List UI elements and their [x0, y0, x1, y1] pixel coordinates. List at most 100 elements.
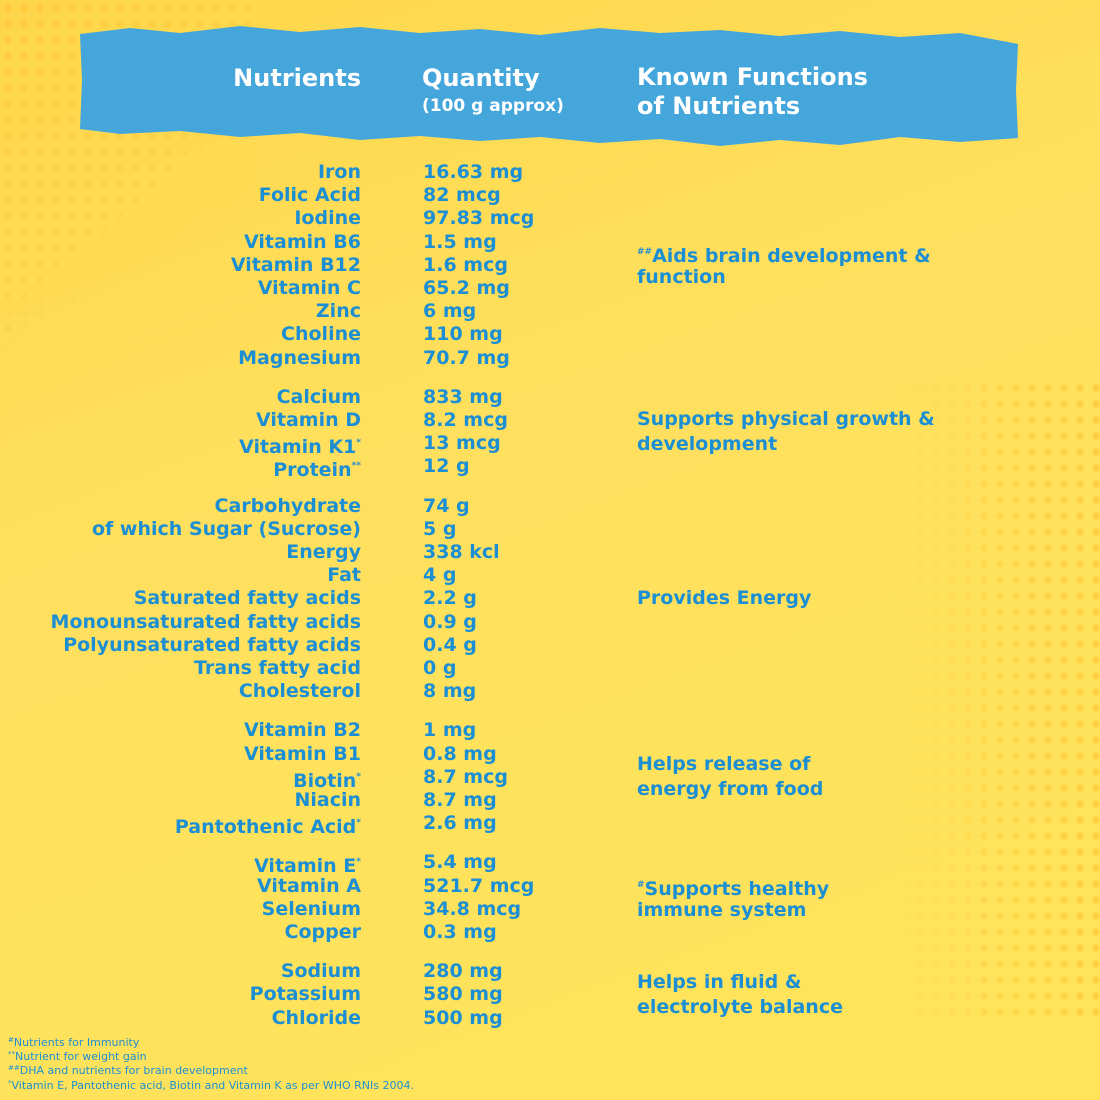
function-text: immune system — [637, 898, 806, 922]
function-line: Provides Energy — [637, 587, 812, 610]
footnote-mark: # — [8, 1036, 14, 1044]
function-line: energy from food — [637, 778, 824, 801]
dot-pattern — [880, 380, 1100, 1020]
nutrient-quantity: 110 mg — [423, 323, 503, 346]
nutrient-quantity: 1 mg — [423, 719, 477, 742]
nutrient-name-text: Biotin — [293, 769, 357, 792]
nutrient-quantity: 0.9 g — [423, 610, 477, 633]
nutrient-name: Vitamin B12 — [0, 253, 361, 277]
nutrient-name-text: Vitamin A — [257, 874, 361, 897]
function-text: function — [637, 265, 726, 289]
nutrient-name: Vitamin K1* — [0, 431, 361, 459]
nutrient-name: Calcium — [0, 385, 361, 409]
nutrient-name: Copper — [0, 920, 361, 944]
nutrient-name: Cholesterol — [0, 679, 361, 703]
nutrient-name-text: Sodium — [280, 960, 361, 983]
nutrient-name-text: Vitamin B2 — [244, 719, 361, 742]
nutrient-name-text: Potassium — [249, 983, 361, 1006]
nutrient-name: Pantothenic Acid* — [0, 811, 361, 839]
nutrient-name-text: Vitamin K1 — [239, 436, 357, 459]
nutrient-name-text: Vitamin B6 — [244, 230, 361, 253]
nutrient-name: Vitamin C — [0, 276, 361, 300]
footnote: ##DHA and nutrients for brain developmen… — [8, 1064, 248, 1077]
function-line: immune system — [637, 898, 807, 921]
nutrient-quantity: 5 g — [423, 517, 457, 540]
footnote-text: Vitamin E, Pantothenic acid, Biotin and … — [11, 1078, 415, 1092]
function-text: Helps in fluid & — [637, 970, 801, 994]
nutrient-name-text: Choline — [281, 323, 361, 346]
nutrient-name: Iron — [0, 160, 361, 184]
footnote-mark: ** — [8, 1050, 15, 1059]
footnote-text: Nutrients for Immunity — [13, 1036, 140, 1049]
function-text: development — [637, 432, 777, 456]
nutrient-quantity: 74 g — [423, 494, 470, 517]
function-text: energy from food — [637, 777, 823, 801]
nutrient-mark: * — [356, 771, 361, 782]
header-quantity: Quantity — [422, 64, 540, 92]
nutrient-name-text: Copper — [284, 921, 361, 943]
nutrient-name-text: Pantothenic Acid — [174, 816, 357, 839]
nutrient-name-text: Vitamin D — [255, 409, 361, 431]
function-line: Helps in fluid & — [637, 970, 802, 993]
nutrient-name: Zinc — [0, 299, 361, 323]
nutrient-quantity: 0.4 g — [423, 633, 477, 656]
nutrient-name-text: Iodine — [294, 207, 361, 230]
nutrient-quantity: 6 mg — [423, 300, 477, 323]
function-text: Helps release of — [637, 752, 810, 776]
nutrient-name-text: Niacin — [294, 789, 361, 811]
nutrient-name: Trans fatty acid — [0, 656, 361, 680]
nutrient-name: Chloride — [0, 1006, 361, 1030]
nutrient-name: Energy — [0, 540, 361, 564]
nutrient-name: Vitamin E* — [0, 850, 361, 878]
nutrient-name: Fat — [0, 563, 361, 587]
nutrient-name: of which Sugar (Sucrose) — [0, 517, 361, 541]
nutrient-name-text: Vitamin C — [257, 277, 361, 299]
nutrient-quantity: 16.63 mg — [423, 161, 524, 183]
function-line: Supports physical growth & — [637, 408, 935, 431]
nutrient-quantity: 580 mg — [423, 983, 503, 1006]
nutrient-name-text: Energy — [286, 541, 361, 563]
nutrient-quantity: 1.5 mg — [423, 230, 497, 253]
nutrient-name: Biotin* — [0, 765, 361, 793]
nutrient-quantity: 13 mcg — [423, 432, 501, 455]
function-mark: ## — [637, 247, 653, 258]
footnote-text: Nutrient for weight gain — [15, 1050, 147, 1064]
nutrient-name: Carbohydrate — [0, 494, 361, 518]
nutrient-quantity: 521.7 mcg — [423, 874, 535, 897]
nutrient-mark: * — [356, 818, 361, 829]
nutrient-quantity: 0 g — [423, 657, 457, 679]
nutrient-name: Vitamin B1 — [0, 742, 361, 766]
function-text: Provides Energy — [637, 586, 811, 610]
nutrient-name: Potassium — [0, 982, 361, 1006]
nutrient-quantity: 2.6 mg — [423, 812, 497, 835]
nutrient-quantity: 8 mg — [423, 680, 477, 703]
footnote-text: DHA and nutrients for brain development — [19, 1064, 248, 1078]
nutrient-name: Vitamin B2 — [0, 718, 361, 742]
nutrient-name: Iodine — [0, 206, 361, 230]
function-text: ##Aids brain development & — [637, 240, 931, 268]
header-band — [80, 26, 1018, 146]
nutrient-name-text: Calcium — [276, 385, 361, 408]
nutrient-name-text: Iron — [317, 161, 361, 183]
nutrient-quantity: 1.6 mcg — [423, 253, 508, 276]
nutrient-quantity: 2.2 g — [423, 587, 477, 610]
nutrient-name: Protein** — [0, 454, 361, 482]
nutrient-name: Niacin — [0, 788, 361, 812]
function-line: Helps release of — [637, 753, 811, 776]
nutrient-name: Polyunsaturated fatty acids — [0, 633, 361, 657]
nutrient-name: Vitamin D — [0, 408, 361, 432]
header-functions: of Nutrients — [637, 92, 801, 120]
function-text: electrolyte balance — [637, 995, 843, 1019]
footnote: **Nutrient for weight gain — [8, 1050, 147, 1063]
nutrient-quantity: 833 mg — [423, 385, 503, 408]
function-line: Supports healthy — [644, 877, 830, 900]
nutrient-name-text: Carbohydrate — [214, 494, 361, 517]
nutrient-name: Vitamin A — [0, 874, 361, 898]
nutrient-quantity: 12 g — [423, 455, 470, 478]
nutrient-quantity: 5.4 mg — [423, 851, 497, 874]
nutrient-quantity: 82 mcg — [423, 184, 501, 207]
nutrient-name-text: Folic Acid — [258, 184, 361, 207]
nutrient-name-text: Polyunsaturated fatty acids — [63, 633, 361, 656]
header-quantity-note: (100 g approx) — [422, 96, 564, 116]
